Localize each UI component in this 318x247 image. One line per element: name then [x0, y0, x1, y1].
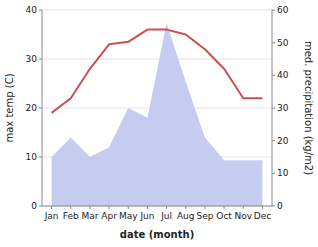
grid-line	[42, 206, 272, 207]
y2-tick-label: 60	[277, 5, 289, 15]
x-tick-label: Sep	[196, 211, 213, 221]
x-tick	[166, 206, 167, 209]
y2-axis-label: med. precipitation (kg/m2)	[303, 41, 314, 175]
x-axis-line	[42, 206, 272, 207]
x-tick-label: Dec	[254, 211, 271, 221]
y-tick-label: 20	[26, 103, 38, 113]
x-tick-label: Oct	[216, 211, 232, 221]
x-tick	[147, 206, 148, 209]
y2-tick	[272, 140, 275, 141]
y2-tick	[272, 75, 275, 76]
y2-tick	[272, 42, 275, 43]
x-tick-label: Jun	[139, 211, 154, 221]
y2-tick	[272, 108, 275, 109]
y-tick-label: 40	[26, 5, 38, 15]
area	[52, 23, 263, 206]
y-tick-label: 0	[31, 201, 37, 211]
x-tick-label: Feb	[63, 211, 79, 221]
x-tick-label: Apr	[101, 211, 117, 221]
chart: Jan FebMarAprMayJun Jul AugSepOctNovDec 0 10 2…	[0, 0, 318, 247]
grid	[42, 10, 272, 206]
x-tick-label: Jan	[44, 211, 59, 221]
x-tick	[70, 206, 71, 209]
x-tick-label: Jul	[160, 211, 172, 221]
x-tick	[89, 206, 90, 209]
x-tick	[185, 206, 186, 209]
x-tick	[224, 206, 225, 209]
y2-tick-label: 10	[277, 168, 289, 178]
axes: Jan FebMarAprMayJun Jul AugSepOctNovDec 0 10 2…	[26, 5, 289, 221]
grid-line	[42, 10, 272, 11]
x-tick-label: Aug	[177, 211, 195, 221]
y2-tick	[272, 173, 275, 174]
y-tick-label: 10	[26, 152, 38, 162]
y2-tick-label: 30	[277, 103, 289, 113]
x-tick	[109, 206, 110, 209]
x-axis-label: date (month)	[120, 229, 194, 240]
y2-tick-label: 40	[277, 70, 289, 80]
y2-tick	[272, 10, 275, 11]
x-tick-label: May	[119, 211, 138, 221]
x-tick	[262, 206, 263, 209]
grid-line	[42, 59, 272, 60]
line	[52, 30, 263, 113]
y2-tick-label: 0	[277, 201, 283, 211]
y2-tick-label: 50	[277, 38, 289, 48]
y2-tick-label: 20	[277, 136, 289, 146]
y2-tick	[272, 206, 275, 207]
y-tick	[39, 59, 42, 60]
y-tick	[39, 206, 42, 207]
x-tick	[51, 206, 52, 209]
x-tick-label: Nov	[234, 211, 252, 221]
x-tick	[204, 206, 205, 209]
y-tick	[39, 157, 42, 158]
y-tick	[39, 108, 42, 109]
y-tick-label: 30	[26, 54, 38, 64]
x-tick	[128, 206, 129, 209]
plot-area	[52, 23, 263, 206]
y-axis-label: max temp (C)	[4, 73, 15, 142]
x-tick-label: Mar	[81, 211, 98, 221]
y-tick	[39, 10, 42, 11]
x-tick	[243, 206, 244, 209]
